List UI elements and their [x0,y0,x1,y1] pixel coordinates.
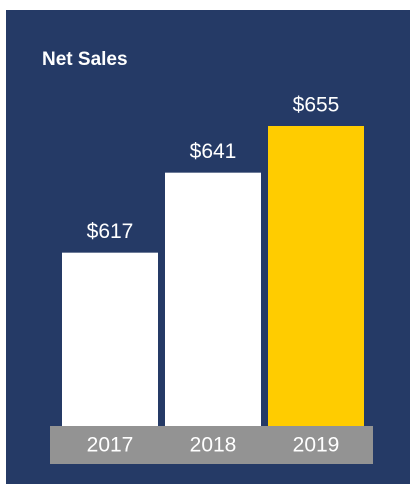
value-label: $655 [293,94,340,117]
category-band [50,426,373,464]
bar [62,252,158,426]
bar [268,126,364,426]
value-label: $641 [190,140,237,163]
bar [165,172,261,426]
x-tick-label: 2017 [87,434,134,457]
x-tick-label: 2019 [293,434,340,457]
value-label: $617 [87,220,134,243]
x-tick-label: 2018 [190,434,237,457]
chart-title: Net Sales [42,49,128,70]
